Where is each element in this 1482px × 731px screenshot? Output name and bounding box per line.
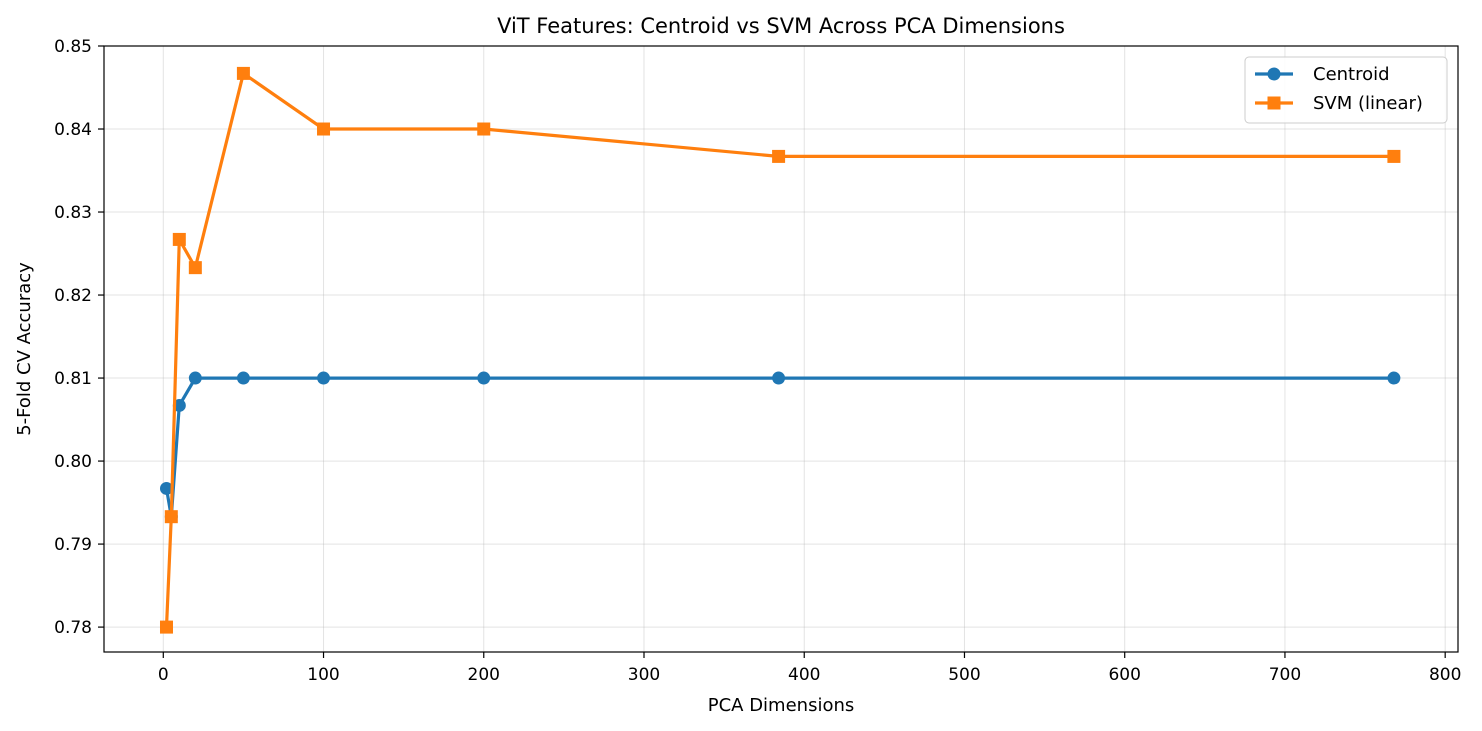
legend-box [1244,56,1448,124]
x-tick-label: 800 [1429,665,1461,685]
plot-frame [103,45,1459,653]
data-point-centroid [188,371,202,385]
series-layer [159,66,1401,634]
data-point-centroid [772,371,786,385]
data-point-svm-linear [188,261,202,275]
chart-title: ViT Features: Centroid vs SVM Across PCA… [497,14,1065,38]
x-axis-label: PCA Dimensions [708,695,855,716]
data-point-svm-linear [772,149,786,163]
data-point-svm-linear [164,510,178,524]
y-tick-label: 0.81 [54,369,92,389]
y-tick-label: 0.83 [54,203,92,223]
series-svm-linear [159,66,1401,634]
y-tick-label: 0.82 [54,286,92,306]
legend-marker-centroid [1267,67,1281,81]
x-tick-label: 0 [158,665,169,685]
data-point-svm-linear [159,620,173,634]
y-tick-label: 0.79 [54,535,92,555]
data-point-svm-linear [1387,149,1401,163]
y-tick-label: 0.80 [54,452,92,472]
legend-label-centroid: Centroid [1313,64,1390,85]
data-point-centroid [1387,371,1401,385]
legend-label-svm-linear: SVM (linear) [1313,93,1423,114]
data-point-svm-linear [172,232,186,246]
data-point-centroid [236,371,250,385]
x-tick-label: 200 [468,665,500,685]
x-tick-label: 500 [948,665,980,685]
data-point-svm-linear [236,66,250,80]
x-tick-label: 100 [307,665,339,685]
y-tick-label: 0.84 [54,120,92,140]
x-tick-label: 700 [1269,665,1301,685]
y-axis-ticks: 0.78 0.79 0.80 0.81 0.82 0.83 0.84 0.85 [54,37,104,638]
x-tick-label: 600 [1108,665,1140,685]
legend-marker-svm-linear [1267,96,1281,110]
data-point-centroid [317,371,331,385]
data-point-svm-linear [477,122,491,136]
x-axis-ticks: 0 100 200 300 400 500 600 700 800 [158,652,1461,685]
x-tick-label: 400 [788,665,820,685]
grid [104,45,1458,652]
legend: Centroid SVM (linear) [1244,56,1448,124]
y-tick-label: 0.85 [54,37,92,57]
y-axis-label: 5-Fold CV Accuracy [14,262,35,436]
data-point-centroid [159,481,173,495]
data-point-centroid [477,371,491,385]
data-point-svm-linear [317,122,331,136]
x-tick-label: 300 [628,665,660,685]
y-tick-label: 0.78 [54,618,92,638]
